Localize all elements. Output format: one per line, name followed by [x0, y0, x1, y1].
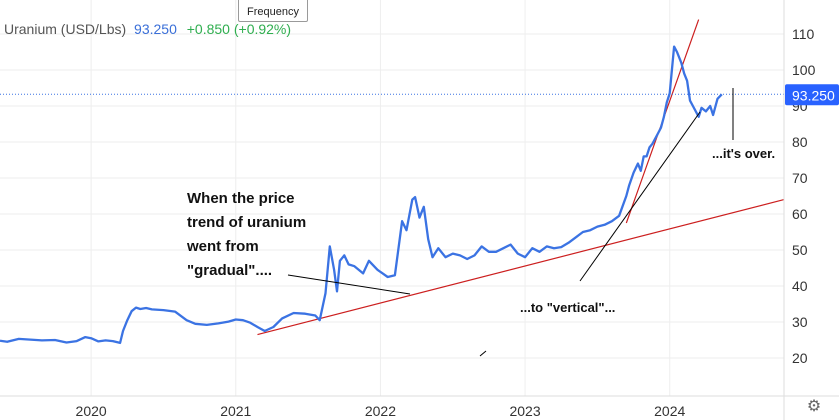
y-tick-label: 20: [792, 350, 808, 366]
annotation-pointer: [287, 274, 411, 295]
gear-icon[interactable]: ⚙: [806, 398, 822, 415]
legend-bar: Uranium (USD/Lbs) 93.250 +0.850 (+0.92%): [4, 21, 291, 37]
frequency-tooltip: Frequency: [238, 0, 308, 22]
y-tick-label: 70: [792, 170, 808, 186]
y-tick-label: 60: [792, 206, 808, 222]
price-badge: [785, 84, 839, 106]
legend-symbol: Uranium (USD/Lbs): [4, 21, 127, 37]
grid-layer: [0, 0, 784, 396]
annotation-line: ...to "vertical"...: [520, 300, 615, 315]
x-tick-label: 2020: [76, 403, 107, 419]
x-tick-label: 2024: [654, 403, 685, 419]
y-tick-label: 110: [792, 26, 815, 42]
y-tick-label: 80: [792, 134, 808, 150]
series-line-uranium: [0, 45, 723, 345]
annot-layer: When the price trend of uranium went from "…: [186, 88, 775, 357]
x-tick-label: 2022: [365, 403, 396, 419]
annotation-1: When the price trend of uranium went from "…: [186, 190, 306, 279]
annotation-2: ...to "vertical"...: [520, 300, 615, 315]
annotation-line: ...it's over.: [712, 146, 775, 161]
annotation-line: When the price: [187, 190, 295, 207]
y-tick-label: 40: [792, 278, 808, 294]
y-tick-label: 30: [792, 314, 808, 330]
annotation-pointer: [579, 111, 701, 282]
annotation-pointer: [479, 350, 487, 357]
legend-price: 93.250: [134, 21, 177, 37]
annotation-line: "gradual"....: [187, 262, 272, 279]
x-tick-label: 2023: [509, 403, 540, 419]
y-tick-label: 100: [792, 62, 816, 78]
annotation-line: trend of uranium: [187, 214, 306, 231]
x-tick-label: 2021: [220, 403, 251, 419]
price-badge-label: 93.250: [792, 87, 835, 103]
trendline-gradual: [257, 199, 785, 336]
y-tick-label: 50: [792, 242, 808, 258]
annotation-3: ...it's over.: [712, 146, 775, 161]
legend-change: +0.850 (+0.92%): [186, 21, 292, 37]
annotation-line: went from: [186, 238, 259, 255]
line-layer: [0, 45, 784, 345]
